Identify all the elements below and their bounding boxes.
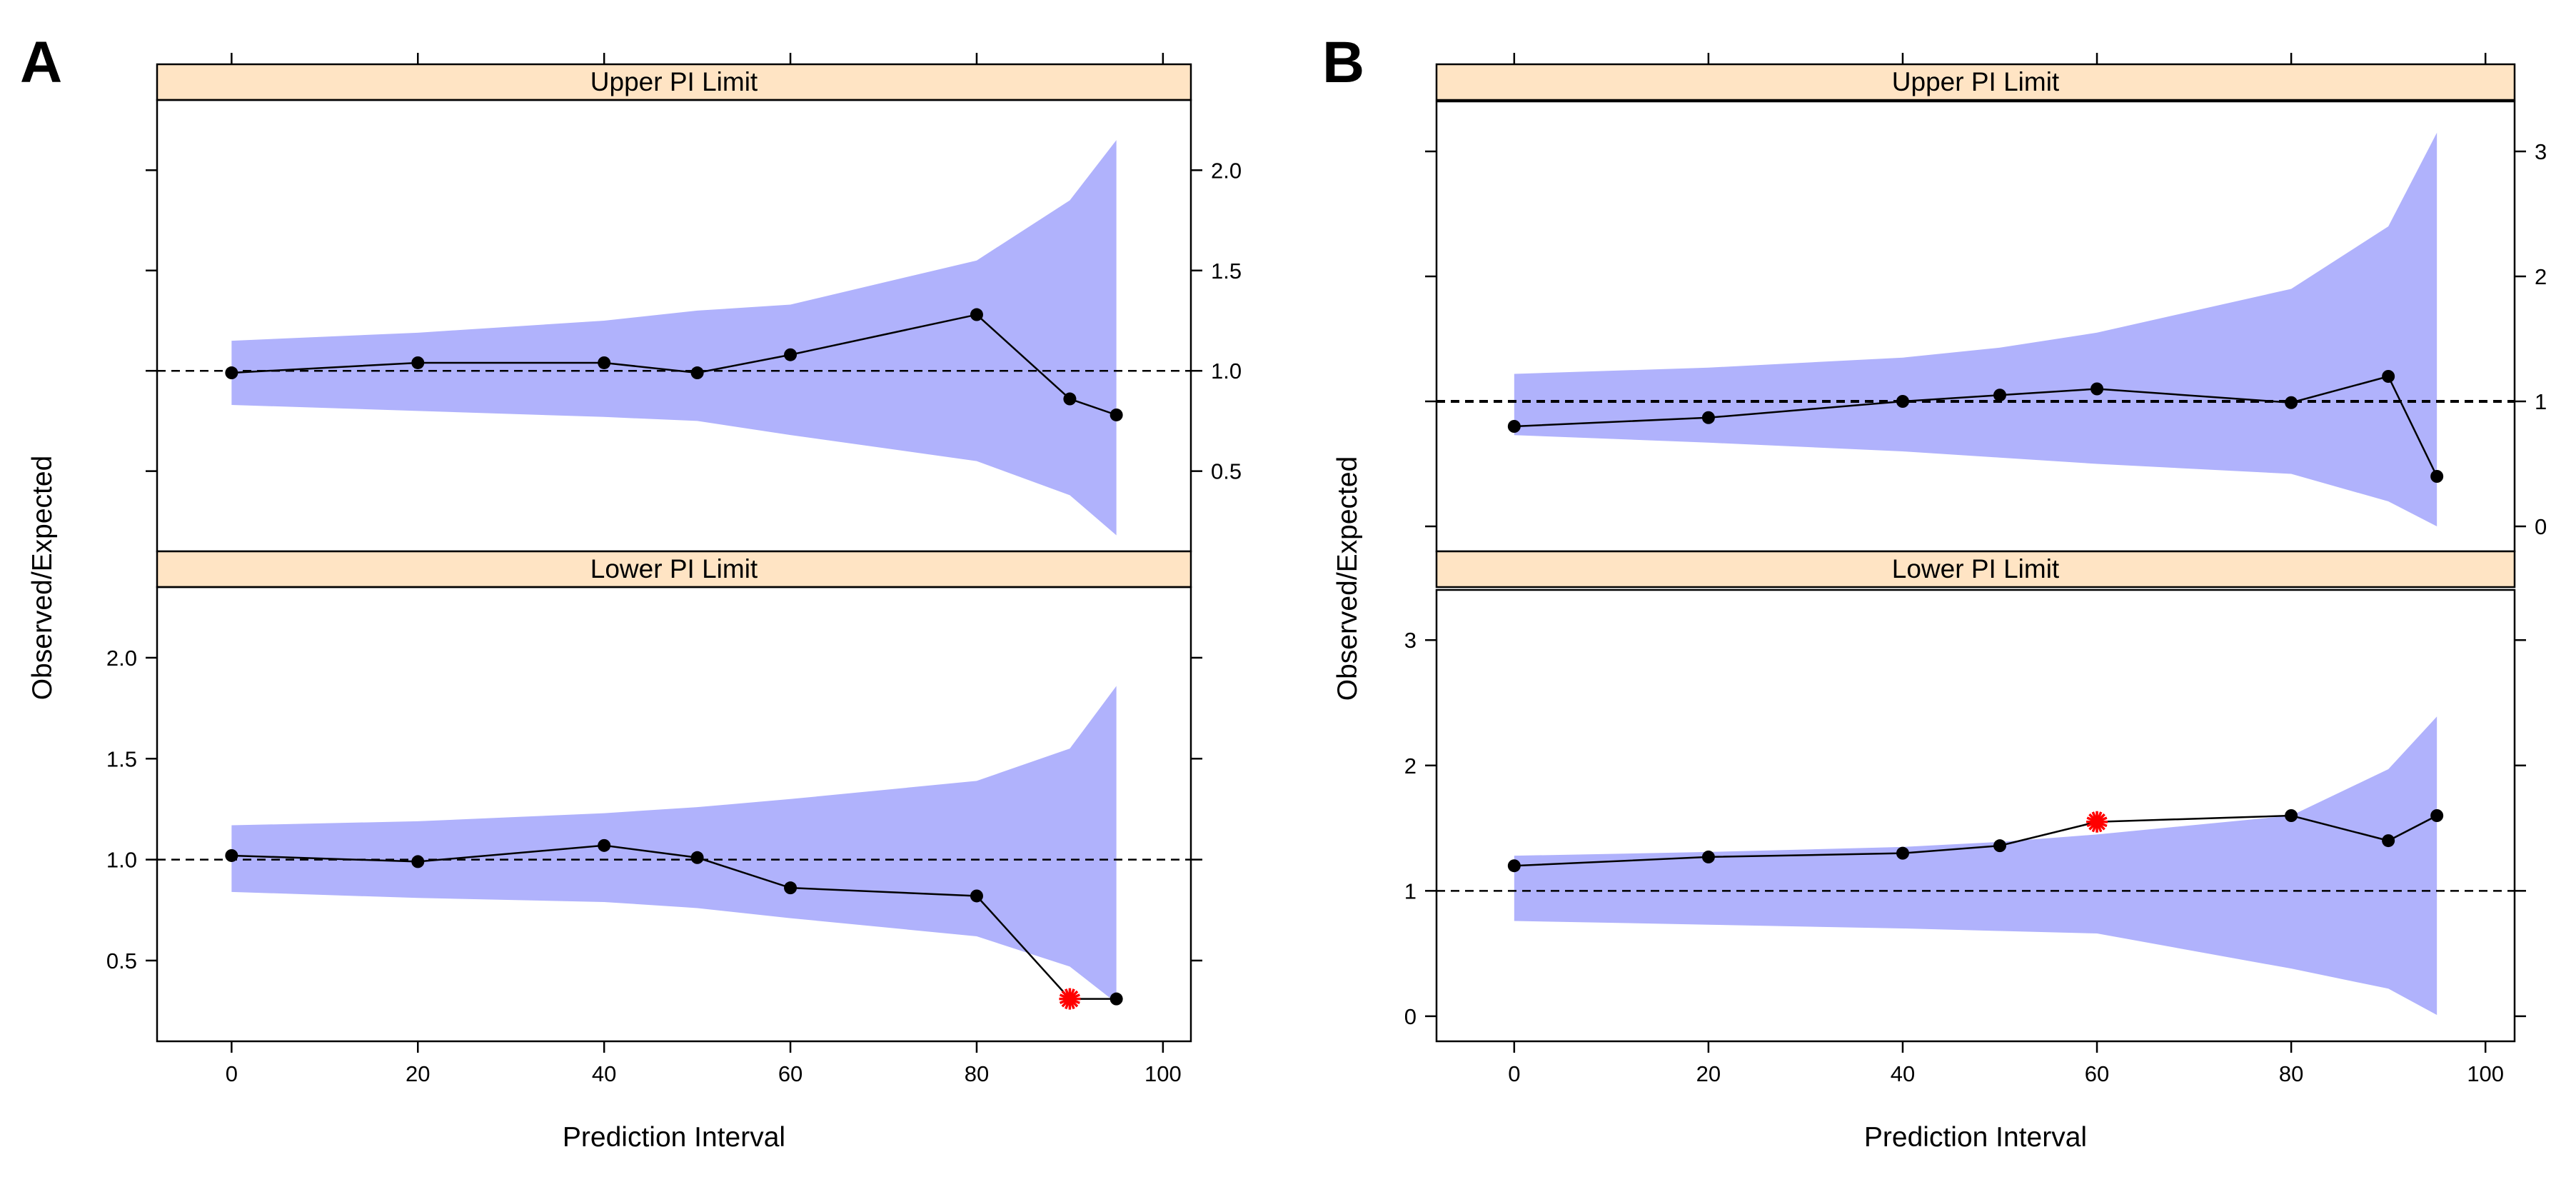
x-tick-label: 80 <box>965 1061 989 1086</box>
facet-upper: Upper PI Limit 0 1 2 3 <box>1425 63 2547 553</box>
y-tick-label: 2.0 <box>1211 158 1242 183</box>
data-point <box>225 848 238 862</box>
data-point <box>598 356 611 369</box>
data-point <box>2430 809 2444 822</box>
y-tick-label: 1.0 <box>1211 359 1242 384</box>
data-point <box>1063 392 1077 406</box>
x-tick-label: 40 <box>592 1061 616 1086</box>
facet-strip <box>156 550 1192 588</box>
facet-strip-title: Upper PI Limit <box>590 67 758 96</box>
y-axis-title: Observed/Expected <box>27 456 58 701</box>
observed-series-line <box>1514 814 2437 867</box>
data-point <box>2091 382 2104 396</box>
facet-strip-title: Lower PI Limit <box>590 554 758 584</box>
data-point <box>411 855 425 868</box>
facet-strip <box>156 63 1192 101</box>
x-tick-label: 40 <box>1891 1061 1915 1086</box>
panel-b: B Upper PI Limit 0 1 2 3 Lower PI Limit 0 1 2 3 0 20… <box>1322 30 2547 1153</box>
panel-letter-a: A <box>20 30 62 95</box>
y-tick-label: 1.5 <box>1211 259 1242 284</box>
data-point <box>1896 395 1909 408</box>
facet-strip-title: Upper PI Limit <box>1892 67 2060 96</box>
observed-series-line <box>231 314 1117 416</box>
x-tick-label: 60 <box>2085 1061 2109 1086</box>
data-point <box>598 838 611 852</box>
data-point <box>1110 992 1123 1006</box>
x-tick-label: 100 <box>1144 1061 1182 1086</box>
data-point <box>690 851 704 864</box>
y-tick-label: 0 <box>1404 1004 1417 1029</box>
observed-series-line <box>231 844 1117 1000</box>
x-tick-label: 0 <box>1508 1061 1520 1086</box>
plot-frame <box>156 586 1192 1043</box>
facet-lower: Lower PI Limit 0 1 2 3 <box>1404 550 2526 1043</box>
data-point <box>2382 834 2395 848</box>
panel-letter-b: B <box>1322 30 1364 95</box>
x-tick-label: 20 <box>1696 1061 1721 1086</box>
y-tick-label: 3 <box>1404 628 1417 653</box>
data-point <box>690 366 704 380</box>
facet-strip <box>1435 550 2516 588</box>
data-point <box>1507 420 1521 433</box>
y-tick-label: 1 <box>1404 878 1417 903</box>
data-point <box>1993 389 2007 402</box>
facet-upper: Upper PI Limit 0.5 1.0 1.5 2.0 <box>146 63 1242 553</box>
data-point <box>2430 470 2444 483</box>
y-tick-label: 0.5 <box>1211 459 1242 484</box>
flagged-point-star <box>2086 811 2108 833</box>
prediction-interval-band <box>231 686 1117 1003</box>
x-tick-label: 20 <box>406 1061 430 1086</box>
y-axis-title: Observed/Expected <box>1332 456 1363 701</box>
y-tick-label: 2 <box>2535 264 2547 289</box>
data-point <box>784 881 798 895</box>
prediction-interval-band <box>1514 716 2437 1016</box>
data-point <box>1110 408 1123 421</box>
x-tick-label: 80 <box>2279 1061 2303 1086</box>
flagged-point-star <box>1059 988 1081 1010</box>
y-tick-label: 1 <box>2535 389 2547 414</box>
y-tick-label: 1.0 <box>106 848 137 873</box>
prediction-interval-band <box>1514 132 2437 526</box>
data-point <box>970 889 983 903</box>
y-tick-label: 0 <box>2535 514 2547 539</box>
facet-lower: Lower PI Limit 0.5 1.0 1.5 2.0 <box>106 550 1202 1043</box>
data-point <box>1896 846 1909 860</box>
y-tick-label: 0.5 <box>106 948 137 973</box>
data-point <box>1507 859 1521 873</box>
prediction-interval-band <box>231 140 1117 536</box>
facet-strip-title: Lower PI Limit <box>1892 554 2060 584</box>
data-point <box>2285 809 2298 822</box>
y-tick-label: 3 <box>2535 139 2547 164</box>
data-point <box>784 348 798 361</box>
y-tick-label: 2 <box>1404 753 1417 778</box>
x-tick-label: 60 <box>778 1061 803 1086</box>
x-tick-label: 100 <box>2467 1061 2504 1086</box>
facet-strip <box>1435 63 2516 101</box>
data-point <box>225 366 238 380</box>
observed-series-line <box>1514 375 2438 477</box>
data-point <box>970 308 983 321</box>
x-tick-label: 0 <box>226 1061 238 1086</box>
data-point <box>1993 839 2007 853</box>
x-axis-title: Prediction Interval <box>563 1122 785 1153</box>
y-tick-label: 1.5 <box>106 746 137 771</box>
data-point <box>2382 370 2395 383</box>
data-point <box>411 356 425 369</box>
y-tick-label: 2.0 <box>106 646 137 671</box>
x-axis-title: Prediction Interval <box>1864 1122 2087 1153</box>
plot-frame <box>1435 588 2516 1043</box>
data-point <box>1701 850 1715 863</box>
data-point <box>2285 396 2298 409</box>
data-point <box>1701 411 1715 424</box>
